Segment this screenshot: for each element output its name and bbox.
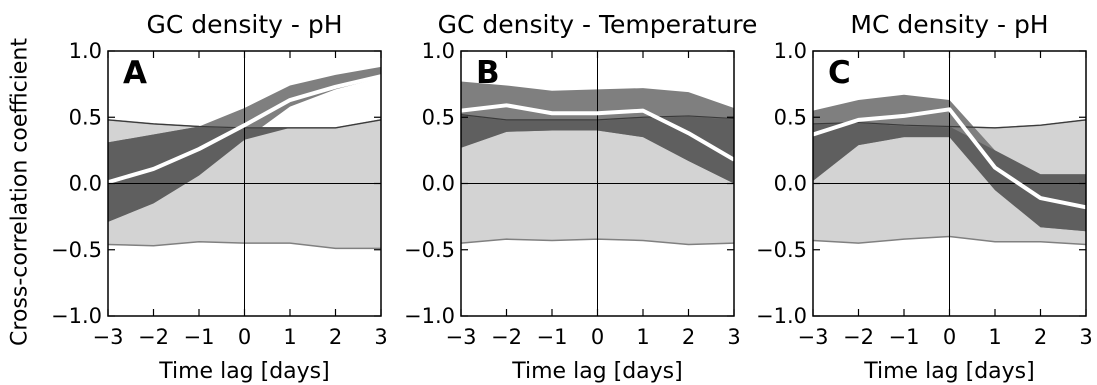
x-tick-label: −3 xyxy=(798,325,829,349)
x-tick-label: −1 xyxy=(889,325,920,349)
x-tick-label: −2 xyxy=(491,325,522,349)
x-axis-label: Time lag [days] xyxy=(158,359,329,384)
panel-letter: A xyxy=(123,55,147,91)
plot-area xyxy=(813,51,1086,316)
x-tick-label: 2 xyxy=(1034,325,1047,349)
x-tick-label: 0 xyxy=(238,325,251,349)
x-tick-label: 3 xyxy=(727,325,740,349)
y-tick-label: 1.0 xyxy=(774,39,807,63)
y-tick-label: 0.0 xyxy=(422,172,455,196)
x-tick-label: 1 xyxy=(283,325,296,349)
mean-line xyxy=(813,107,1086,210)
x-tick-label: 0 xyxy=(591,325,604,349)
panel-a: −3 −2 −1 0 1 2 3 −1.0 −0.5 0.0 0.5 1.0 GC density - … xyxy=(51,10,388,384)
y-tick-label: −0.5 xyxy=(756,238,807,262)
y-tick-label: −1.0 xyxy=(756,304,807,328)
y-tick-label: −1.0 xyxy=(404,304,455,328)
x-tick-label: 3 xyxy=(374,325,387,349)
y-tick-label: 0.0 xyxy=(69,172,102,196)
panel-title: GC density - Temperature xyxy=(438,10,758,39)
x-tick-label: −2 xyxy=(138,325,169,349)
panel-b: −3 −2 −1 0 1 2 3 −1.0 −0.5 0.0 0.5 1.0GC density - … xyxy=(404,10,757,384)
x-tick-label: −3 xyxy=(93,325,124,349)
x-tick-label: −2 xyxy=(843,325,874,349)
mean-line xyxy=(108,74,381,185)
x-tick-label: −3 xyxy=(446,325,477,349)
x-tick-label: −1 xyxy=(537,325,568,349)
panel-title: GC density - pH xyxy=(146,10,342,39)
y-tick-label: 0.0 xyxy=(774,172,807,196)
x-tick-label: 2 xyxy=(329,325,342,349)
panel-c: −3 −2 −1 0 1 2 3 −1.0 −0.5 0.0 0.5 1.0 MC density - … xyxy=(756,10,1093,384)
plot-area xyxy=(108,51,381,316)
x-tick-label: 1 xyxy=(636,325,649,349)
y-axis-label: Cross-correlation coefficient xyxy=(7,38,33,346)
y-tick-label: 0.5 xyxy=(422,105,455,129)
ci-band xyxy=(461,81,734,184)
plot-area xyxy=(461,51,734,316)
mean-line xyxy=(461,103,734,162)
x-tick-label: 2 xyxy=(682,325,695,349)
x-tick-label: −1 xyxy=(184,325,215,349)
x-tick-label: 1 xyxy=(988,325,1001,349)
ci-null-overlap xyxy=(108,119,381,222)
ci-null-overlap xyxy=(461,114,734,184)
y-tick-label: −1.0 xyxy=(51,304,102,328)
x-axis-label: Time lag [days] xyxy=(511,359,682,384)
x-axis-label: Time lag [days] xyxy=(863,359,1034,384)
y-tick-label: 0.5 xyxy=(69,105,102,129)
y-tick-label: −0.5 xyxy=(404,238,455,262)
x-tick-label: 0 xyxy=(943,325,956,349)
ci-null-overlap xyxy=(813,122,1086,232)
y-tick-label: 1.0 xyxy=(422,39,455,63)
y-tick-label: −0.5 xyxy=(51,238,102,262)
panel-title: MC density - pH xyxy=(850,10,1048,39)
panel-letter: B xyxy=(476,55,500,91)
panel-letter: C xyxy=(828,55,851,91)
y-tick-label: 0.5 xyxy=(774,105,807,129)
x-tick-label: 3 xyxy=(1079,325,1092,349)
y-tick-label: 1.0 xyxy=(69,39,102,63)
